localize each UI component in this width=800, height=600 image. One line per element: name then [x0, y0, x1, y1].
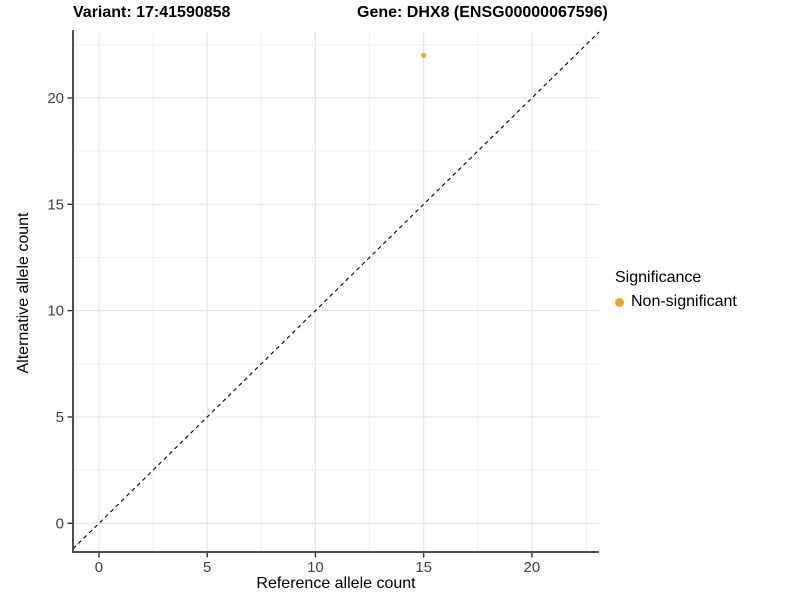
data-point: [421, 52, 427, 58]
x-tick-label: 15: [415, 559, 432, 576]
plot-title-variant: Variant: 17:41590858: [73, 4, 231, 21]
y-tick-label: 15: [47, 196, 64, 213]
x-axis-title: Reference allele count: [256, 575, 416, 592]
legend-entry-non-significant: Non-significant: [615, 293, 737, 311]
identity-dashed-line: [72, 31, 600, 550]
y-axis-title: Alternative allele count: [15, 212, 32, 374]
y-tick-label: 5: [56, 409, 64, 426]
x-tick-label: 20: [524, 559, 541, 576]
legend: Significance Non-significant: [615, 269, 737, 311]
legend-title: Significance: [615, 269, 702, 286]
legend-key-dot-icon: [615, 297, 624, 307]
legend-entry-label: Non-significant: [631, 293, 737, 310]
y-tick-label: 0: [56, 515, 64, 532]
x-tick-label: 0: [95, 559, 103, 576]
y-tick-label: 10: [47, 303, 64, 320]
x-tick-label: 5: [203, 559, 211, 576]
x-tick-label: 10: [307, 559, 324, 576]
y-tick-label: 20: [47, 90, 64, 107]
plot-title-gene: Gene: DHX8 (ENSG00000067596): [357, 4, 608, 21]
